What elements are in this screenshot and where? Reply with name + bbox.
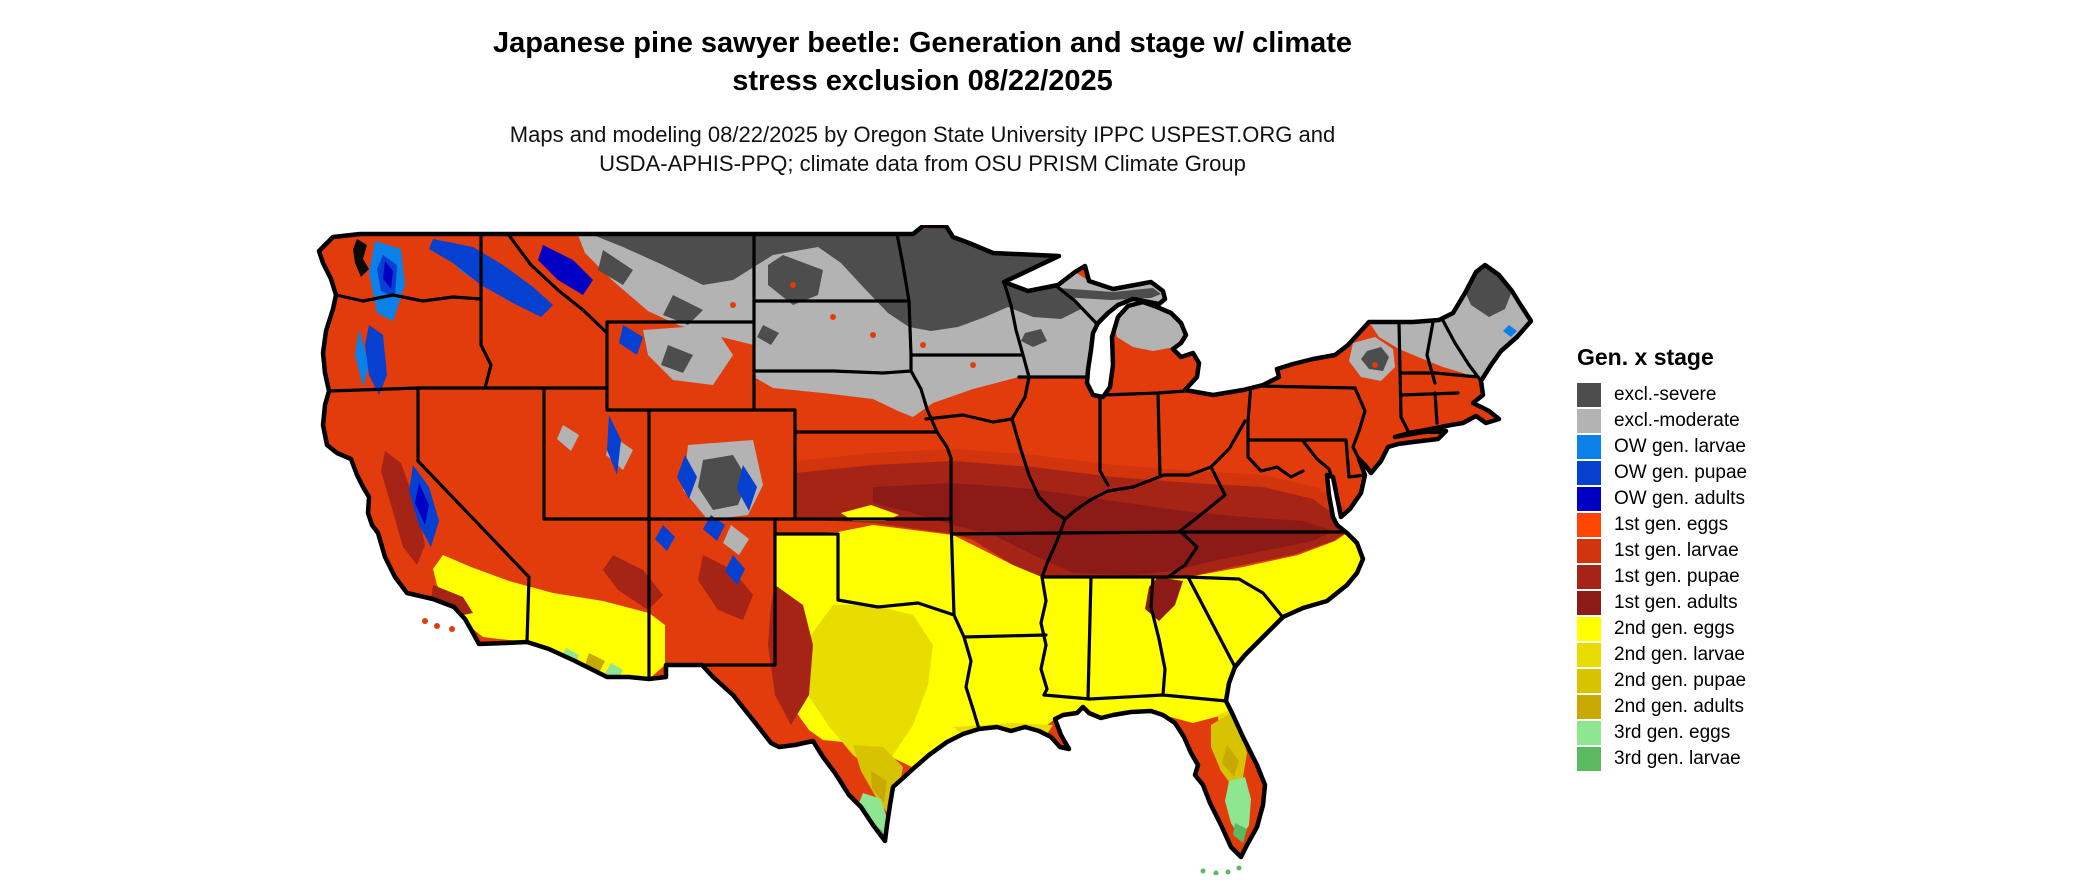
legend-item-2nd-adults: 2nd gen. adults [1577, 694, 1877, 720]
map-title: Japanese pine sawyer beetle: Generation … [0, 24, 1845, 100]
legend-swatch-3rd-larvae [1577, 747, 1601, 771]
legend-swatch-2nd-adults [1577, 695, 1601, 719]
map-subtitle: Maps and modeling 08/22/2025 by Oregon S… [0, 120, 1845, 178]
legend-swatch-ow-adults [1577, 487, 1601, 511]
zone-2nd-gen-adults [585, 653, 1239, 803]
legend-swatch-ow-larvae [1577, 435, 1601, 459]
map-subtitle-line1: Maps and modeling 08/22/2025 by Oregon S… [509, 122, 1336, 147]
zone-3rd-gen-eggs [561, 648, 1251, 839]
legend-swatch-excl-severe [1577, 383, 1601, 407]
map-subtitle-line2: USDA-APHIS-PPQ; climate data from OSU PR… [599, 151, 1246, 176]
zone-2nd-gen-eggs [433, 525, 1363, 768]
zone-ow-gen-adults [383, 245, 593, 525]
legend-title: Gen. x stage [1577, 344, 1714, 370]
map-title-line2: stress exclusion 08/22/2025 [732, 65, 1113, 97]
legend-swatch-1st-eggs [1577, 513, 1601, 537]
legend-item-1st-eggs: 1st gen. eggs [1577, 512, 1877, 538]
legend-swatch-1st-pupae [1577, 565, 1601, 589]
us-map-svg [316, 223, 1534, 876]
legend-item-ow-adults: OW gen. adults [1577, 486, 1877, 512]
zone-excl-severe [593, 228, 1512, 510]
legend-swatch-ow-pupae [1577, 461, 1601, 485]
legend-swatch-2nd-eggs [1577, 617, 1601, 641]
zone-3rd-gen-larvae [871, 823, 1247, 843]
legend-item-2nd-larvae: 2nd gen. larvae [1577, 642, 1877, 668]
legend-swatch-3rd-eggs [1577, 721, 1601, 745]
legend-swatch-2nd-larvae [1577, 643, 1601, 667]
legend-item-ow-pupae: OW gen. pupae [1577, 460, 1877, 486]
map-title-line1: Japanese pine sawyer beetle: Generation … [492, 27, 1353, 59]
legend-item-excl-moderate: excl.-moderate [1577, 408, 1877, 434]
zone-ow-gen-pupae [365, 239, 757, 585]
zone-red-speckles [610, 282, 1378, 368]
legend-item-1st-pupae: 1st gen. pupae [1577, 564, 1877, 590]
legend-swatch-1st-larvae [1577, 539, 1601, 563]
state-borders [327, 232, 1483, 731]
legend-swatch-1st-adults [1577, 591, 1601, 615]
zone-2nd-gen-eggs-kansas [841, 505, 899, 521]
legend-item-3rd-larvae: 3rd gen. larvae [1577, 746, 1877, 772]
puget-sound-water [353, 239, 369, 277]
us-choropleth-map [313, 223, 1534, 876]
channel-islands [422, 618, 455, 632]
legend-item-ow-larvae: OW gen. larvae [1577, 434, 1877, 460]
legend-item-3rd-eggs: 3rd gen. eggs [1577, 720, 1877, 746]
legend-item-1st-adults: 1st gen. adults [1577, 590, 1877, 616]
map-legend: Gen. x stage excl.-severe excl.-moderate… [1577, 344, 1877, 772]
us-outline [316, 223, 1534, 860]
legend-swatch-excl-moderate [1577, 409, 1601, 433]
legend-item-1st-larvae: 1st gen. larvae [1577, 538, 1877, 564]
legend-item-2nd-pupae: 2nd gen. pupae [1577, 668, 1877, 694]
florida-keys [1200, 865, 1242, 876]
zone-1st-gen-adults [873, 483, 1333, 621]
legend-item-2nd-eggs: 2nd gen. eggs [1577, 616, 1877, 642]
legend-item-excl-severe: excl.-severe [1577, 382, 1877, 408]
legend-swatch-2nd-pupae [1577, 669, 1601, 693]
